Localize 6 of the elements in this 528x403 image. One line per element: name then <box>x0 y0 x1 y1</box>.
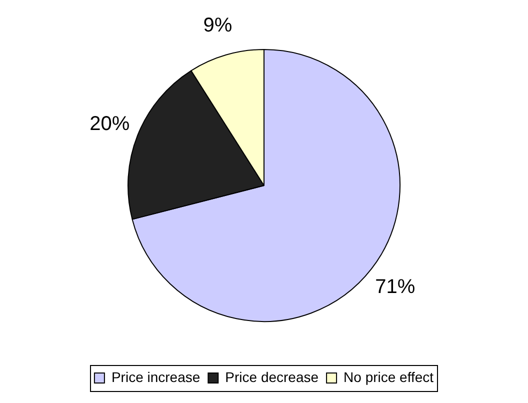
legend-label: Price increase <box>111 368 200 385</box>
data-label: 71% <box>375 276 416 298</box>
data-label: 20% <box>90 112 130 135</box>
data-label: 9% <box>203 14 232 37</box>
legend-label: Price decrease <box>225 368 319 385</box>
legend-label: No price effect <box>344 368 434 385</box>
